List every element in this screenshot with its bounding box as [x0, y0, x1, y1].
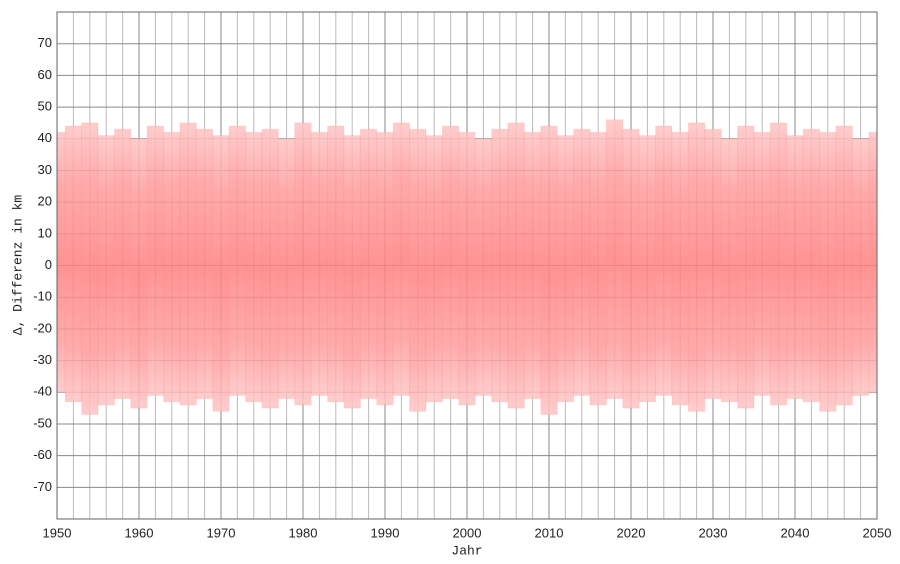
range-band — [113, 128, 132, 400]
range-band — [81, 122, 99, 415]
range-band — [163, 131, 181, 403]
range-band — [507, 122, 525, 409]
range-band — [179, 122, 197, 406]
range-band — [540, 125, 558, 415]
y-tick-label: 20 — [38, 194, 52, 209]
range-band — [819, 131, 837, 412]
y-tick-label: 50 — [38, 99, 52, 114]
range-band — [523, 131, 542, 400]
range-band — [310, 131, 329, 396]
y-tick-label: 30 — [38, 162, 52, 177]
range-band — [392, 122, 411, 396]
x-tick-label: 2030 — [699, 525, 728, 540]
y-tick-label: -10 — [33, 289, 52, 304]
plot-marks — [56, 119, 878, 415]
range-band — [458, 131, 476, 406]
range-band — [753, 131, 771, 396]
range-band — [343, 135, 361, 409]
x-tick-label: 1960 — [125, 525, 154, 540]
range-band — [556, 135, 575, 403]
range-band — [409, 128, 427, 412]
range-band — [704, 128, 722, 400]
range-band — [671, 131, 689, 406]
x-tick-label: 1950 — [43, 525, 72, 540]
range-band — [376, 131, 394, 406]
range-band — [130, 138, 148, 409]
range-band — [638, 135, 657, 403]
range-band — [655, 125, 673, 396]
range-band — [589, 131, 607, 406]
x-tick-label: 2020 — [617, 525, 646, 540]
range-band — [868, 131, 878, 393]
range-band — [769, 122, 788, 406]
range-band — [835, 125, 853, 406]
x-tick-label: 1980 — [289, 525, 318, 540]
y-tick-label: 10 — [38, 225, 52, 240]
range-band — [294, 122, 312, 406]
y-tick-label: 40 — [38, 130, 52, 145]
range-band — [277, 138, 296, 400]
range-band — [474, 138, 493, 396]
range-band — [146, 125, 165, 396]
range-band — [737, 125, 755, 409]
y-tick-label: 60 — [38, 67, 52, 82]
range-band — [195, 128, 214, 400]
range-band — [97, 135, 115, 406]
plot-frame — [56, 11, 878, 520]
x-tick-label: 2050 — [863, 525, 892, 540]
labels: 1950 1960 1970 1980 1990 2000 2010 2020 2030 2040… — [33, 35, 891, 540]
x-tick-label: 1990 — [371, 525, 400, 540]
range-band — [441, 125, 460, 400]
range-band — [622, 128, 640, 409]
range-band — [851, 138, 870, 396]
range-band — [605, 119, 624, 400]
y-tick-label: -70 — [33, 479, 52, 494]
range-band — [802, 128, 821, 403]
x-tick-label: 1970 — [207, 525, 236, 540]
range-band — [786, 135, 804, 400]
range-band — [261, 128, 279, 409]
range-band — [573, 128, 591, 396]
y-tick-label: -40 — [33, 384, 52, 399]
range-band — [327, 125, 345, 403]
range-band — [720, 138, 739, 403]
y-tick-label: 70 — [38, 35, 52, 50]
x-tick-label: 2000 — [453, 525, 482, 540]
range-band — [687, 122, 706, 412]
y-tick-label: -50 — [33, 415, 52, 430]
y-axis-label: Δ, Differenz in km — [10, 195, 25, 336]
x-tick-label: 2010 — [535, 525, 564, 540]
y-tick-label: -60 — [33, 447, 52, 462]
range-band — [245, 131, 263, 403]
range-band — [228, 125, 247, 396]
y-tick-label: -20 — [33, 320, 52, 335]
x-tick-label: 2040 — [781, 525, 810, 540]
x-axis-label: Jahr — [451, 543, 482, 558]
range-band — [491, 128, 509, 403]
range-band — [359, 128, 378, 400]
y-tick-label: -30 — [33, 352, 52, 367]
range-band — [212, 135, 230, 412]
range-band — [56, 131, 66, 393]
range-band — [64, 125, 83, 403]
range-band — [425, 135, 443, 403]
y-tick-label: 0 — [45, 257, 52, 272]
